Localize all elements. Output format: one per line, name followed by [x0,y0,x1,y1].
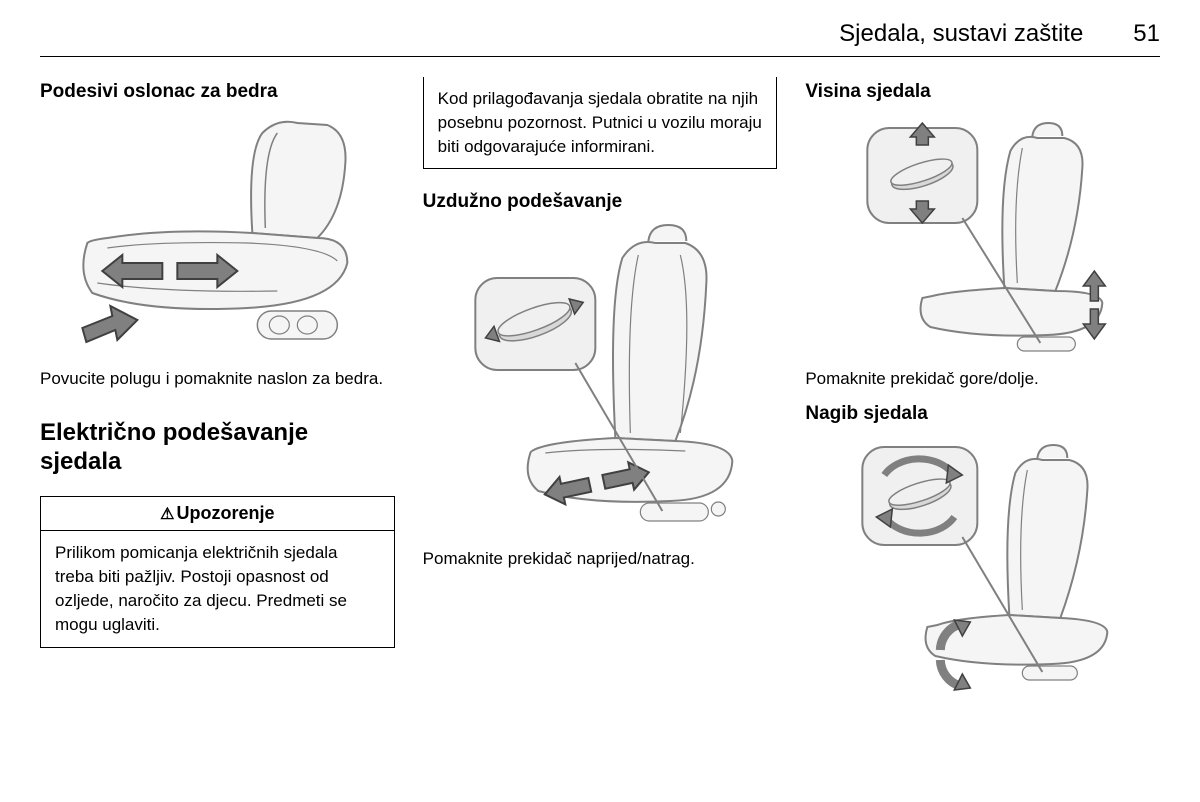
content-columns: Podesivi oslonac za bedra [40,77,1160,709]
tilt-illustration [805,435,1160,695]
page-number: 51 [1133,20,1160,48]
column-2: Kod prilagođavanja sjedala obratite na n… [423,77,778,709]
chapter-title: Sjedala, sustavi zaštite [839,20,1083,48]
column-3: Visina sjedala [805,77,1160,709]
longitudinal-heading: Uzdužno podešavanje [423,191,778,213]
longitudinal-illustration [423,223,778,533]
height-caption: Pomaknite prekidač gore/dolje. [805,367,1160,391]
thigh-support-caption: Povucite polugu i pomaknite naslon za be… [40,367,395,391]
seat-tilt-svg [805,435,1160,695]
height-heading: Visina sjedala [805,81,1160,103]
warning-label: Upozorenje [177,503,275,523]
tilt-heading: Nagib sjedala [805,403,1160,425]
power-seat-heading: Električno podešavanje sjedala [40,419,395,477]
note-box: Kod prilagođavanja sjedala obratite na n… [423,77,778,169]
seat-cushion-svg [40,113,395,353]
seat-longitudinal-svg [423,223,778,533]
thigh-support-illustration [40,113,395,353]
seat-height-svg [805,113,1160,353]
warning-header: ⚠Upozorenje [41,497,394,531]
longitudinal-caption: Pomaknite prekidač naprijed/natrag. [423,547,778,571]
thigh-support-heading: Podesivi oslonac za bedra [40,81,395,103]
warning-body-text: Prilikom pomicanja električnih sjedala t… [41,531,394,646]
warning-icon: ⚠ [160,506,174,523]
page-header: Sjedala, sustavi zaštite 51 [40,20,1160,57]
warning-box: ⚠Upozorenje Prilikom pomicanja električn… [40,496,395,647]
height-illustration [805,113,1160,353]
column-1: Podesivi oslonac za bedra [40,77,395,709]
